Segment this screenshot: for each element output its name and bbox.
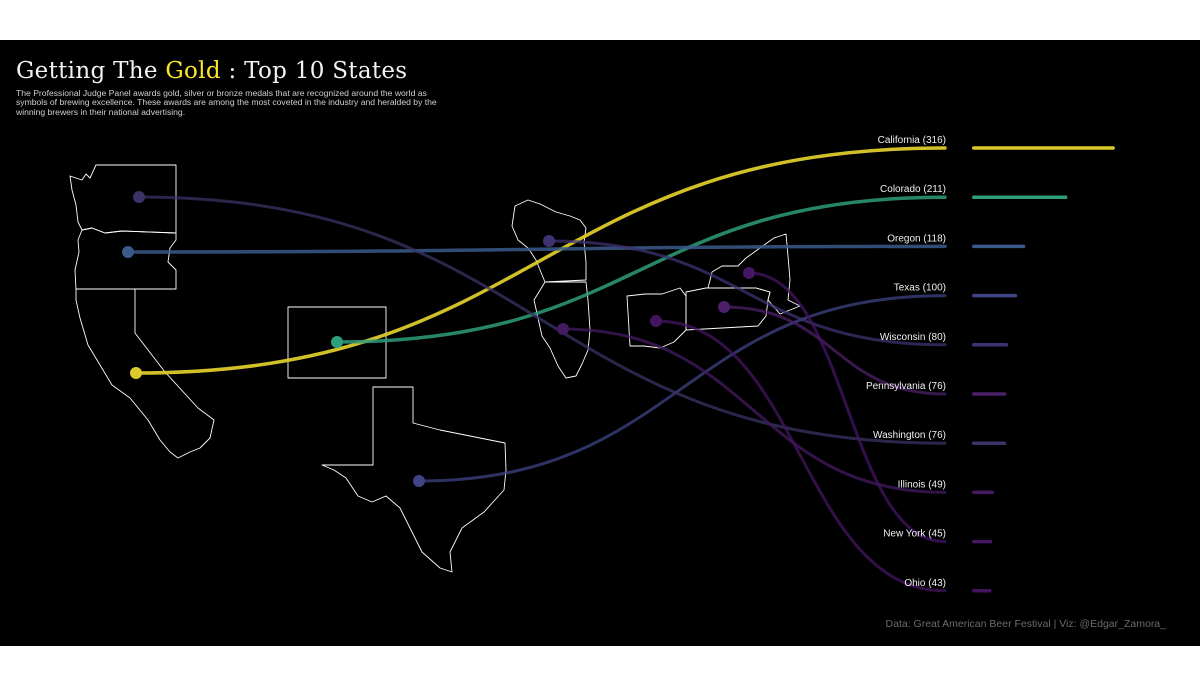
bar-pennsylvania <box>972 392 1007 396</box>
bar-washington <box>972 441 1007 445</box>
bar-new-york <box>972 539 993 544</box>
bar-label-washington: Washington (76) <box>873 430 946 441</box>
bar-label-ohio: Ohio (43) <box>904 578 946 589</box>
bar-texas <box>972 293 1018 298</box>
connector-curve-colorado <box>335 195 947 344</box>
bar-label-oregon: Oregon (118) <box>887 233 946 244</box>
bar-oregon <box>972 244 1026 249</box>
bar-california <box>972 146 1115 150</box>
connector-curve-washington <box>137 195 947 445</box>
state-dot-colorado <box>331 336 343 348</box>
state-dot-ohio <box>650 315 662 327</box>
state-dot-new-york <box>743 267 755 279</box>
state-dot-washington <box>133 191 145 203</box>
state-outline-texas <box>321 386 507 573</box>
title-suffix: : Top 10 States <box>220 58 408 84</box>
state-dot-california <box>130 367 142 379</box>
state-outline-oregon <box>74 227 177 290</box>
state-outline-washington <box>69 164 177 234</box>
state-outline-colorado <box>287 306 387 379</box>
connector-curve-illinois <box>561 327 947 494</box>
bar-labels: California (316) Colorado (211) Oregon (11… <box>866 135 946 589</box>
state-outline-new-york <box>707 233 801 315</box>
connector-curve-oregon <box>126 244 947 254</box>
state-outline-illinois <box>533 281 591 379</box>
connector-curve-wisconsin <box>547 239 947 347</box>
connector-curves <box>126 146 947 593</box>
title-highlight: Gold <box>165 58 221 84</box>
state-dot-illinois <box>557 323 569 335</box>
state-outline-california <box>75 288 215 459</box>
connector-curve-ohio <box>654 319 947 593</box>
title-prefix: Getting The <box>16 58 166 84</box>
bar-ohio <box>972 589 992 593</box>
connector-curve-new-york <box>747 271 947 544</box>
bar-label-wisconsin: Wisconsin (80) <box>880 332 946 343</box>
bar-label-illinois: Illinois (49) <box>898 479 946 490</box>
chart-panel <box>0 40 1200 646</box>
bar-label-texas: Texas (100) <box>894 283 946 294</box>
connector-curve-california <box>134 146 947 375</box>
bar-colorado <box>972 195 1068 199</box>
bars <box>972 146 1115 593</box>
bar-label-new-york: New York (45) <box>883 529 946 540</box>
bar-wisconsin <box>972 343 1009 347</box>
state-outlines-map <box>69 164 801 573</box>
state-outline-wisconsin <box>511 199 587 283</box>
chart-subtitle: The Professional Judge Panel awards gold… <box>16 88 437 117</box>
bar-label-pennsylvania: Pennsylvania (76) <box>866 381 946 392</box>
data-source-caption: Data: Great American Beer Festival | Viz… <box>885 618 1166 630</box>
bar-label-california: California (316) <box>878 135 946 146</box>
state-dot-pennsylvania <box>718 301 730 313</box>
state-dot-oregon <box>122 246 134 258</box>
bar-label-colorado: Colorado (211) <box>880 184 946 195</box>
state-dot-texas <box>413 475 425 487</box>
state-dot-wisconsin <box>543 235 555 247</box>
chart-title: Getting The Gold : Top 10 States <box>16 58 407 84</box>
connector-curve-texas <box>417 294 947 483</box>
state-dots <box>122 191 755 487</box>
connector-curve-pennsylvania <box>722 305 947 396</box>
bar-illinois <box>972 490 995 495</box>
